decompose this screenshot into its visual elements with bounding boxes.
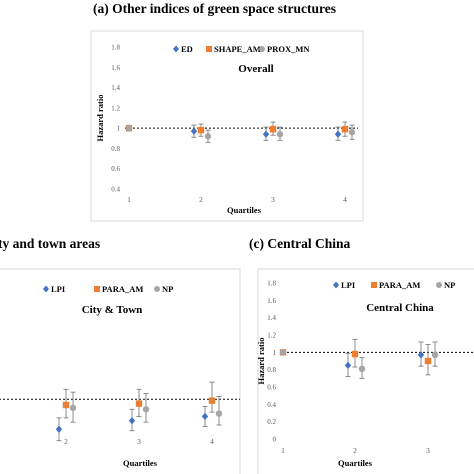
y-tick-label: 0.2 — [267, 418, 276, 426]
y-tick-label: 0.6 — [267, 384, 276, 392]
data-point — [431, 351, 439, 359]
legend-diamond-marker — [173, 45, 179, 53]
chart-frame — [257, 268, 474, 474]
data-point — [69, 404, 77, 412]
data-point — [208, 397, 216, 404]
data-point — [128, 417, 136, 425]
x-tick-label: 2 — [64, 437, 68, 446]
x-axis-label: Quartiles — [338, 458, 373, 468]
y-tick-label: 0.6 — [111, 165, 120, 173]
data-point — [334, 130, 342, 138]
data-point — [341, 125, 349, 133]
data-point — [197, 126, 205, 134]
x-tick-label: 2 — [353, 446, 357, 455]
y-tick-label: 1.6 — [267, 297, 276, 305]
y-tick-label: 1 — [273, 349, 277, 357]
legend-square-marker — [206, 46, 212, 52]
data-point — [276, 131, 284, 138]
legend-label: SHAPE_AM — [214, 44, 261, 54]
y-tick-label: 0.8 — [111, 145, 120, 153]
y-tick-label: 1.4 — [267, 314, 276, 322]
data-point — [215, 410, 223, 417]
legend-square-marker — [94, 286, 100, 292]
y-tick-label: 1.2 — [267, 332, 276, 340]
chart-panel-2: 0 0.2 0.4 0.6 0.8 1 1.2 1.4 1.6 1.8 1 2 3 Quartiles Ha… — [256, 268, 474, 474]
x-axis-label: Quartiles — [123, 458, 158, 468]
legend-diamond-marker — [333, 281, 339, 289]
y-tick-label: 0 — [273, 436, 277, 444]
y-tick-label: 1.6 — [111, 64, 120, 72]
y-tick-label: 0.4 — [267, 401, 276, 409]
x-axis-label: Quartiles — [227, 205, 262, 215]
x-tick-label: 4 — [343, 195, 347, 204]
y-tick-label: 1.4 — [111, 84, 120, 92]
data-point — [279, 349, 287, 356]
chart-panel-0: 0.4 0.6 0.8 1 1.2 1.4 1.6 1.8 1 2 3 4 Quartiles Hazar… — [90, 30, 364, 222]
legend-label: PARA_AM — [379, 280, 420, 290]
data-point — [62, 401, 70, 409]
y-tick-label: 0.4 — [111, 186, 120, 194]
data-point — [351, 350, 359, 358]
data-point — [417, 351, 425, 359]
y-axis-label: Hazard ratio — [256, 338, 266, 385]
legend-label: LPI — [341, 280, 356, 290]
data-point — [262, 130, 270, 138]
data-point — [142, 406, 150, 413]
panel-c-heading: (c) Central China — [249, 236, 351, 251]
data-point — [358, 365, 366, 372]
legend-label: PROX_MN — [267, 44, 310, 54]
legend-label: NP — [162, 284, 173, 294]
legend-label: PARA_AM — [102, 284, 143, 294]
x-tick-label: 3 — [271, 195, 275, 204]
data-point — [125, 124, 133, 132]
legend-label: ED — [181, 44, 193, 54]
chart-title: Overall — [238, 63, 273, 75]
data-point — [55, 425, 63, 433]
x-tick-label: 1 — [281, 446, 285, 455]
x-tick-label: 3 — [426, 446, 430, 455]
legend-label: NP — [444, 280, 455, 290]
chart-title: Central China — [366, 302, 434, 314]
data-point — [135, 400, 143, 407]
x-tick-label: 1 — [127, 195, 131, 204]
y-tick-label: 1.2 — [111, 104, 120, 112]
chart-frame — [90, 30, 364, 222]
chart-frame — [0, 268, 241, 474]
chart-title: City & Town — [82, 304, 143, 316]
data-point — [269, 125, 277, 133]
y-axis-label: Hazard ratio — [95, 95, 105, 142]
legend-square-marker — [371, 282, 377, 288]
data-point — [190, 127, 198, 135]
data-point — [344, 361, 352, 370]
legend-circle-marker — [154, 286, 160, 292]
data-point — [201, 412, 209, 421]
panel-a-heading: (a) Other indices of green space structu… — [93, 1, 336, 16]
legend-label: LPI — [51, 284, 66, 294]
data-point — [424, 357, 432, 365]
x-tick-label: 2 — [199, 195, 203, 204]
x-tick-label: 4 — [210, 437, 214, 446]
data-point — [348, 129, 356, 136]
y-tick-label: 0.8 — [267, 366, 276, 374]
legend-circle-marker — [259, 46, 265, 52]
legend-circle-marker — [436, 282, 442, 288]
y-tick-label: 1 — [117, 125, 121, 133]
y-tick-label: 1.8 — [267, 280, 276, 288]
panel-b-heading: ty and town areas — [0, 236, 101, 251]
x-tick-label: 3 — [137, 437, 141, 446]
legend-diamond-marker — [43, 285, 49, 293]
data-point — [204, 133, 212, 140]
y-tick-label: 1.8 — [111, 44, 120, 52]
